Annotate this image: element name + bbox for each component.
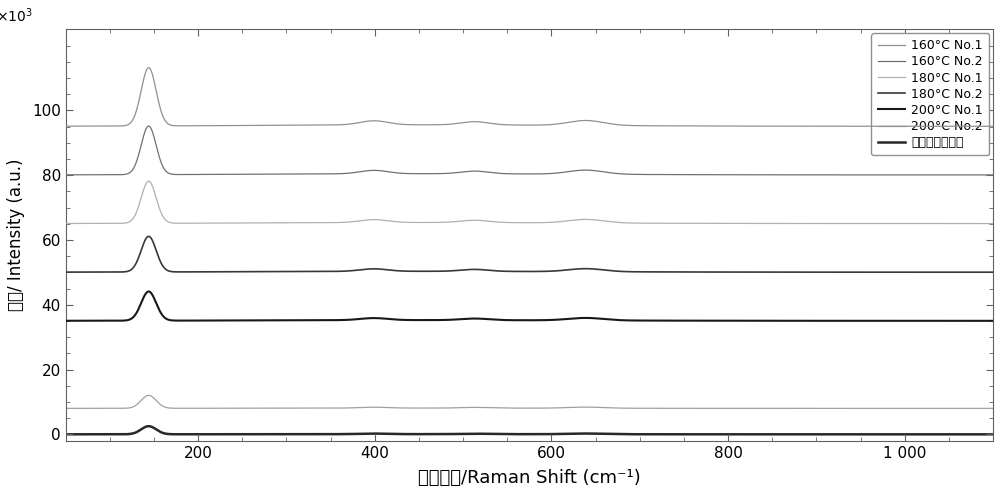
- 200°C No.1: [456, 316, 468, 322]
- 180°C No.1: [143, 178, 155, 184]
- Legend: 160°C No.1, 160°C No.2, 180°C No.1, 180°C No.2, 200°C No.1, 200°C No.2, 锐鈢矿标准谱线: 160°C No.1, 160°C No.2, 180°C No.1, 180°…: [871, 33, 989, 155]
- 锐鈢矿标准谱线: [221, 431, 233, 437]
- Line: 160°C No.1: 160°C No.1: [66, 68, 993, 126]
- 200°C No.1: [869, 318, 881, 324]
- 锐鈢矿标准谱线: [166, 431, 178, 437]
- 200°C No.2: [416, 405, 428, 411]
- 160°C No.1: [987, 124, 999, 129]
- 160°C No.2: [869, 172, 881, 178]
- 锐鈢矿标准谱线: [143, 423, 155, 429]
- 180°C No.1: [969, 221, 981, 227]
- 180°C No.2: [143, 233, 155, 239]
- Line: 180°C No.2: 180°C No.2: [66, 236, 993, 272]
- 160°C No.1: [456, 120, 468, 126]
- 160°C No.1: [60, 123, 72, 129]
- 160°C No.1: [869, 124, 881, 129]
- X-axis label: 拉曼光谱/Raman Shift (cm⁻¹): 拉曼光谱/Raman Shift (cm⁻¹): [418, 469, 641, 487]
- 160°C No.2: [456, 169, 468, 175]
- Text: $\times10^3$: $\times10^3$: [0, 6, 33, 25]
- 锐鈢矿标准谱线: [969, 431, 981, 437]
- 160°C No.1: [166, 123, 178, 128]
- 180°C No.2: [456, 267, 468, 273]
- Line: 200°C No.2: 200°C No.2: [66, 395, 993, 409]
- 200°C No.1: [987, 318, 999, 324]
- 180°C No.2: [60, 269, 72, 275]
- 200°C No.1: [969, 318, 981, 324]
- 160°C No.2: [166, 171, 178, 177]
- 锐鈢矿标准谱线: [416, 431, 428, 437]
- 160°C No.1: [416, 122, 428, 128]
- 锐鈢矿标准谱线: [456, 431, 468, 437]
- 180°C No.2: [166, 269, 178, 275]
- 160°C No.2: [60, 172, 72, 178]
- Line: 160°C No.2: 160°C No.2: [66, 126, 993, 175]
- 180°C No.2: [987, 269, 999, 275]
- 180°C No.2: [969, 269, 981, 275]
- 180°C No.1: [221, 220, 233, 226]
- 160°C No.2: [221, 171, 233, 177]
- 200°C No.1: [143, 288, 155, 294]
- 200°C No.2: [166, 405, 178, 411]
- 160°C No.2: [987, 172, 999, 178]
- 200°C No.1: [166, 318, 178, 324]
- 180°C No.2: [221, 269, 233, 275]
- 160°C No.2: [143, 123, 155, 129]
- 200°C No.1: [221, 318, 233, 324]
- 180°C No.1: [987, 221, 999, 227]
- 200°C No.2: [60, 406, 72, 412]
- Line: 200°C No.1: 200°C No.1: [66, 291, 993, 321]
- 200°C No.1: [416, 317, 428, 323]
- 180°C No.1: [166, 220, 178, 226]
- 180°C No.1: [416, 219, 428, 225]
- 180°C No.1: [869, 221, 881, 227]
- 160°C No.1: [221, 123, 233, 128]
- 160°C No.1: [143, 65, 155, 71]
- 200°C No.2: [221, 405, 233, 411]
- 200°C No.2: [987, 406, 999, 412]
- 160°C No.2: [969, 172, 981, 178]
- Line: 180°C No.1: 180°C No.1: [66, 181, 993, 224]
- 锐鈢矿标准谱线: [869, 431, 881, 437]
- 160°C No.1: [969, 124, 981, 129]
- 180°C No.1: [60, 220, 72, 226]
- 锐鈢矿标准谱线: [987, 431, 999, 437]
- 200°C No.2: [969, 406, 981, 412]
- 200°C No.2: [456, 405, 468, 411]
- 200°C No.2: [143, 392, 155, 398]
- 锐鈢矿标准谱线: [60, 431, 72, 437]
- 180°C No.1: [456, 218, 468, 224]
- 200°C No.2: [869, 406, 881, 412]
- 160°C No.2: [416, 171, 428, 177]
- 180°C No.2: [869, 269, 881, 275]
- 180°C No.2: [416, 268, 428, 274]
- Y-axis label: 能量/ Intensity (a.u.): 能量/ Intensity (a.u.): [7, 159, 25, 311]
- Line: 锐鈢矿标准谱线: 锐鈢矿标准谱线: [66, 426, 993, 434]
- 200°C No.1: [60, 318, 72, 324]
